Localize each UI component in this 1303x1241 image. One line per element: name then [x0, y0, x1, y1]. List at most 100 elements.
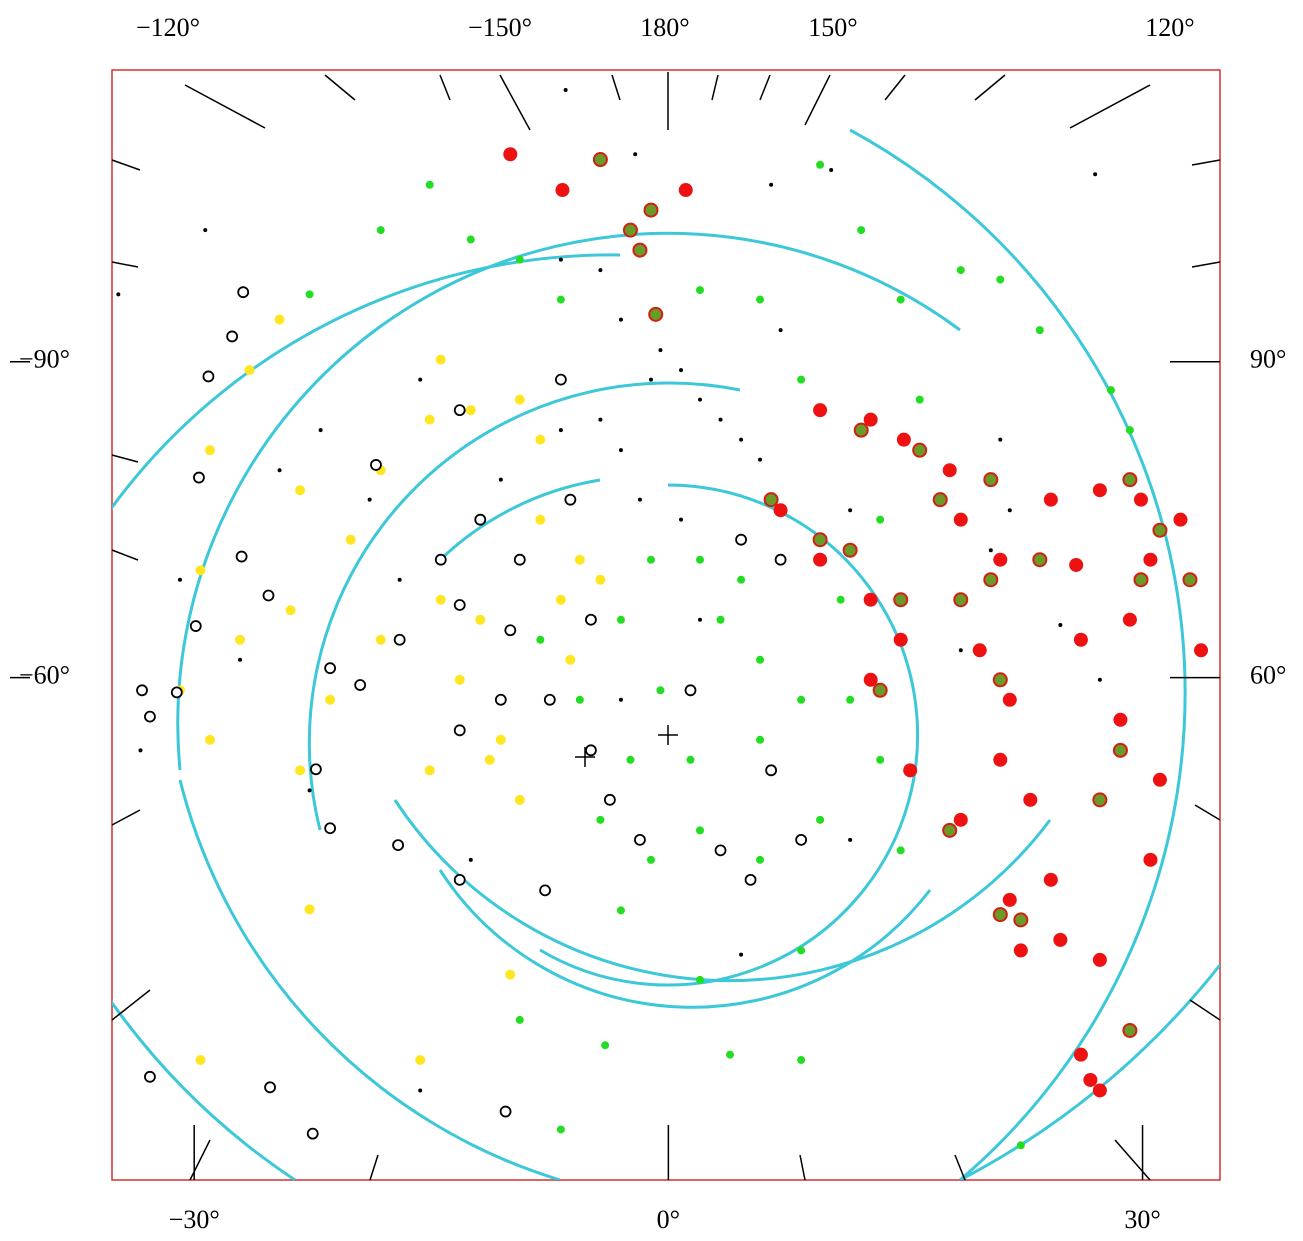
point — [932, 492, 948, 508]
point — [203, 228, 208, 233]
point — [536, 635, 545, 644]
point — [237, 286, 250, 299]
top-label: 180° — [640, 13, 689, 42]
point — [345, 534, 356, 545]
point — [484, 754, 495, 765]
point — [993, 752, 1008, 767]
point — [737, 575, 746, 584]
spiral-arm — [178, 779, 561, 1180]
point — [953, 512, 968, 527]
point — [554, 373, 567, 386]
point — [714, 844, 727, 857]
point — [797, 1055, 806, 1064]
point — [1173, 512, 1188, 527]
point — [1007, 508, 1012, 513]
point — [716, 615, 725, 624]
point — [697, 397, 702, 402]
point — [592, 152, 608, 168]
point — [797, 375, 806, 384]
point — [325, 694, 336, 705]
point — [1073, 1047, 1088, 1062]
border-tick — [111, 261, 139, 268]
point — [876, 515, 885, 524]
point — [983, 472, 999, 488]
point — [646, 855, 655, 864]
point — [972, 643, 987, 658]
point — [872, 682, 888, 698]
border-tick — [1114, 1139, 1151, 1181]
point — [503, 147, 518, 162]
point — [1073, 632, 1088, 647]
point — [555, 594, 566, 605]
point — [603, 793, 616, 806]
border-tick — [974, 74, 1006, 101]
point — [656, 686, 665, 695]
border-tick — [499, 74, 531, 131]
point — [585, 744, 597, 757]
spiral-arm — [307, 381, 741, 831]
point — [543, 693, 556, 706]
point — [1143, 552, 1158, 567]
point — [295, 485, 306, 496]
point — [893, 592, 909, 608]
point — [202, 370, 215, 383]
point — [392, 839, 404, 852]
border-tick — [111, 159, 141, 171]
point — [425, 180, 434, 189]
border-tick — [884, 74, 906, 101]
point — [983, 572, 999, 588]
point — [277, 468, 282, 473]
y2-tick-label: 90° — [1250, 345, 1286, 374]
point — [778, 328, 783, 333]
point — [285, 605, 296, 616]
point — [1194, 643, 1209, 658]
point — [863, 592, 878, 607]
point — [1092, 483, 1107, 498]
point — [813, 552, 828, 567]
point — [1152, 522, 1168, 538]
point — [678, 183, 693, 198]
point — [1002, 892, 1017, 907]
point — [773, 503, 788, 518]
point — [658, 348, 663, 353]
point — [686, 755, 695, 764]
point — [138, 748, 143, 753]
border-tick — [111, 549, 139, 561]
point — [648, 377, 653, 382]
point — [367, 497, 372, 502]
point — [848, 508, 853, 513]
point — [616, 906, 625, 915]
border-tick — [184, 84, 266, 129]
point — [848, 837, 853, 842]
spiral-arm — [393, 799, 1052, 983]
border-tick — [189, 1139, 211, 1181]
point — [896, 846, 905, 855]
point — [1002, 692, 1017, 707]
point — [953, 592, 969, 608]
point — [618, 317, 623, 322]
point — [595, 574, 606, 585]
point — [454, 674, 465, 685]
point — [1122, 1022, 1138, 1038]
y-tick-label: −60° — [19, 661, 70, 690]
point — [616, 615, 625, 624]
point — [634, 833, 646, 846]
point — [453, 599, 466, 611]
point — [744, 873, 757, 886]
point — [1092, 1083, 1107, 1098]
spiral-arm — [112, 1000, 296, 1180]
border-tick — [324, 74, 356, 101]
point — [539, 884, 551, 897]
point — [1013, 943, 1028, 958]
point — [1053, 932, 1068, 947]
point — [1125, 426, 1134, 435]
point — [998, 437, 1003, 442]
point — [601, 1041, 610, 1050]
border-tick — [1191, 261, 1221, 268]
point — [515, 255, 524, 264]
point — [622, 222, 638, 238]
point — [956, 266, 965, 275]
spiral-arms — [112, 128, 1220, 1180]
point — [575, 695, 584, 704]
